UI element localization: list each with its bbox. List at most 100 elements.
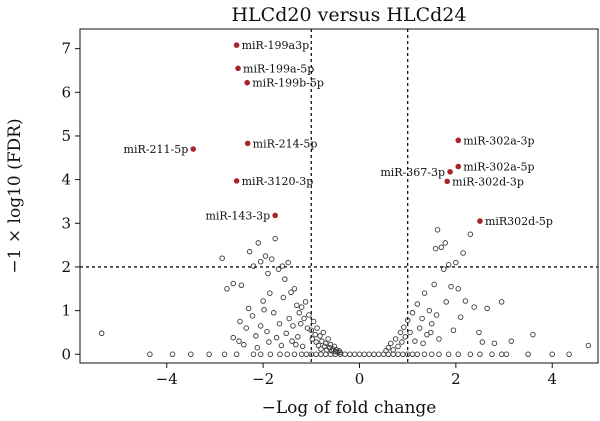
y-tick-label: 2	[61, 258, 71, 276]
background-point	[431, 281, 437, 288]
background-point	[308, 327, 315, 334]
background-point	[585, 342, 592, 349]
significant-point	[477, 218, 483, 224]
background-point	[450, 327, 457, 334]
background-point	[414, 301, 421, 307]
background-point	[414, 351, 421, 358]
background-point	[491, 340, 498, 347]
background-point	[484, 305, 490, 312]
background-point	[284, 351, 290, 358]
background-point	[498, 299, 505, 305]
background-point	[230, 280, 236, 287]
background-point	[296, 310, 302, 316]
background-point	[399, 339, 405, 345]
background-point	[361, 351, 368, 358]
background-point	[169, 351, 176, 358]
y-axis-label: −1 × log10 (FDR)	[5, 118, 25, 273]
background-point	[476, 329, 482, 336]
background-point	[457, 314, 464, 320]
background-point	[286, 315, 292, 322]
background-point	[266, 339, 272, 345]
background-point	[409, 351, 416, 358]
background-point	[303, 351, 310, 358]
background-point	[310, 318, 317, 325]
background-point	[335, 349, 341, 355]
background-point	[566, 351, 572, 358]
background-point	[301, 315, 307, 322]
background-point	[351, 351, 358, 358]
background-point	[455, 286, 462, 292]
background-point	[269, 256, 275, 262]
background-point	[342, 351, 348, 358]
background-point	[270, 310, 277, 316]
background-point	[438, 244, 445, 251]
background-point	[429, 351, 435, 358]
background-point	[254, 344, 261, 351]
background-point	[383, 348, 389, 354]
background-point	[262, 253, 269, 259]
background-point	[279, 263, 286, 269]
background-point	[285, 259, 291, 266]
significant-point	[235, 65, 241, 72]
background-point	[416, 325, 423, 331]
background-point	[272, 235, 278, 242]
background-point	[230, 334, 236, 341]
significant-point	[455, 163, 462, 170]
background-point	[390, 351, 396, 358]
background-point	[385, 344, 392, 351]
point-label: miR302d-5p	[485, 215, 553, 228]
background-point	[401, 324, 407, 330]
y-tick-label: 7	[61, 40, 71, 58]
background-point	[322, 351, 329, 358]
significant-point	[233, 178, 240, 184]
significant-point	[233, 42, 240, 48]
background-point	[243, 325, 249, 331]
background-point	[265, 270, 271, 277]
point-labels: miR-199a3p miR-199a-5p miR-199b-5p miR-214-…	[124, 39, 553, 228]
background-point	[320, 329, 327, 336]
background-point	[250, 263, 257, 269]
background-point	[347, 351, 353, 358]
background-point	[257, 258, 264, 265]
background-point	[429, 320, 435, 327]
significant-point	[444, 178, 450, 185]
background-point	[245, 305, 252, 312]
significant-point	[272, 212, 278, 219]
background-point	[467, 231, 474, 237]
background-point	[434, 227, 441, 233]
background-point	[253, 333, 259, 339]
y-tick-label: 0	[61, 345, 71, 363]
background-point	[312, 331, 318, 338]
background-point	[260, 298, 266, 304]
background-point	[233, 351, 240, 358]
background-point	[264, 328, 270, 335]
background-point	[257, 351, 264, 358]
background-point	[503, 351, 510, 358]
background-point	[306, 312, 312, 318]
background-point	[407, 329, 413, 336]
background-point	[289, 338, 295, 344]
background-point	[441, 266, 447, 272]
background-point	[188, 351, 194, 358]
background-point	[337, 349, 343, 356]
point-label: miR-367-3p	[380, 166, 445, 179]
y-tick-label: 4	[61, 171, 71, 189]
point-label: miR-199a-5p	[243, 62, 314, 75]
background-point	[419, 315, 425, 322]
significant-point	[190, 146, 197, 152]
background-point	[508, 338, 515, 344]
background-point	[267, 290, 273, 296]
y-tick-label: 3	[61, 214, 71, 232]
background-point	[206, 351, 212, 358]
background-point	[530, 331, 536, 338]
background-point	[549, 351, 555, 358]
background-point	[395, 343, 401, 350]
significant-point	[455, 137, 462, 144]
background-point	[267, 351, 274, 358]
background-point	[322, 340, 329, 347]
chart-title: HLCd20 versus HLCd24	[231, 4, 466, 26]
background-point	[318, 351, 324, 358]
plot-frame	[79, 28, 599, 364]
background-point	[325, 336, 331, 342]
background-point	[318, 346, 324, 352]
